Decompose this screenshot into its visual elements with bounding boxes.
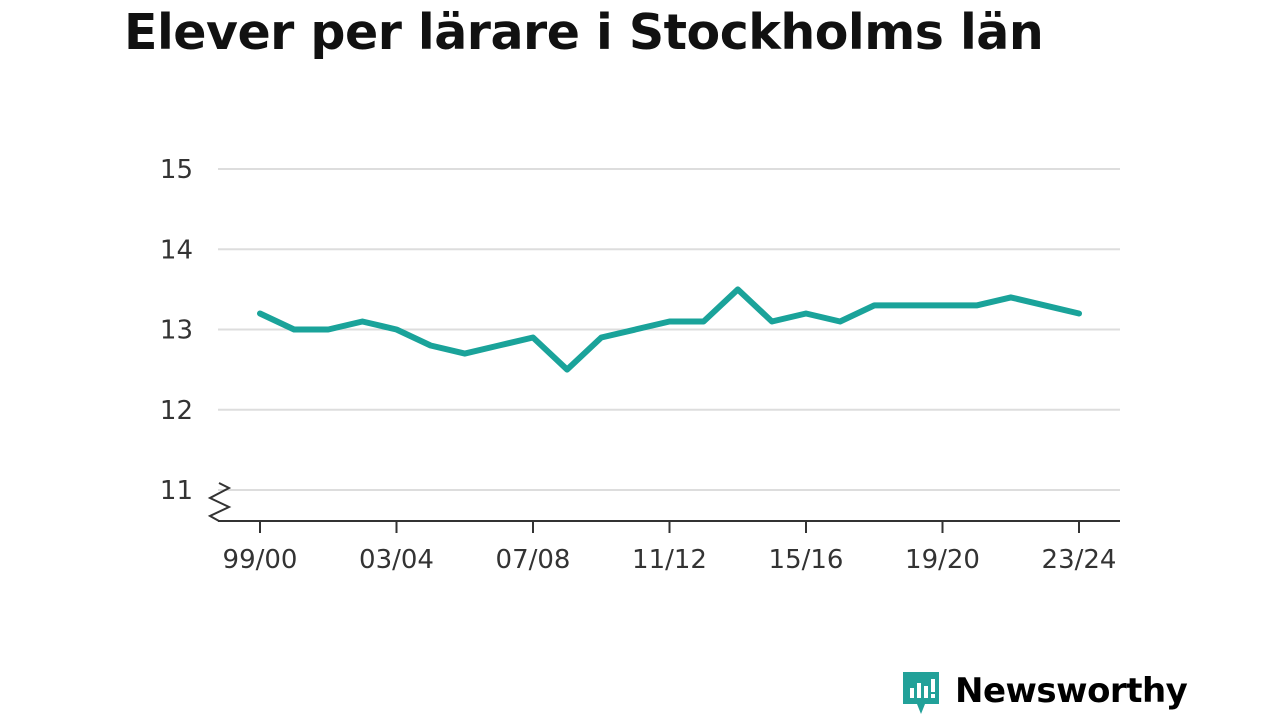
brand-name: Newsworthy xyxy=(955,671,1188,711)
newsworthy-logo-icon xyxy=(903,672,939,714)
y-tick-label: 15 xyxy=(160,155,193,185)
x-tick-label: 19/20 xyxy=(905,545,980,575)
grid-lines xyxy=(218,168,1120,491)
x-tick-label: 11/12 xyxy=(632,545,707,575)
x-tick-label: 23/24 xyxy=(1042,545,1117,575)
y-tick-label: 11 xyxy=(160,476,193,506)
y-tick-label: 13 xyxy=(160,316,193,346)
x-tick-label: 07/08 xyxy=(496,545,571,575)
y-tick-label: 14 xyxy=(160,235,193,265)
x-tick-label: 15/16 xyxy=(769,545,844,575)
x-tick-label: 99/00 xyxy=(223,545,298,575)
y-tick-labels: 11 12 13 14 15 xyxy=(160,155,193,506)
y-tick-label: 12 xyxy=(160,396,193,426)
chart-title: Elever per lärare i Stockholms län xyxy=(124,4,1044,61)
x-tick-label: 03/04 xyxy=(359,545,434,575)
axis-break-icon xyxy=(207,482,232,522)
brand-logo: Newsworthy xyxy=(901,670,1188,716)
x-ticks: 99/00 03/04 07/08 11/12 15/16 19/20 23/24 xyxy=(223,521,1117,575)
series-line xyxy=(257,286,1082,373)
